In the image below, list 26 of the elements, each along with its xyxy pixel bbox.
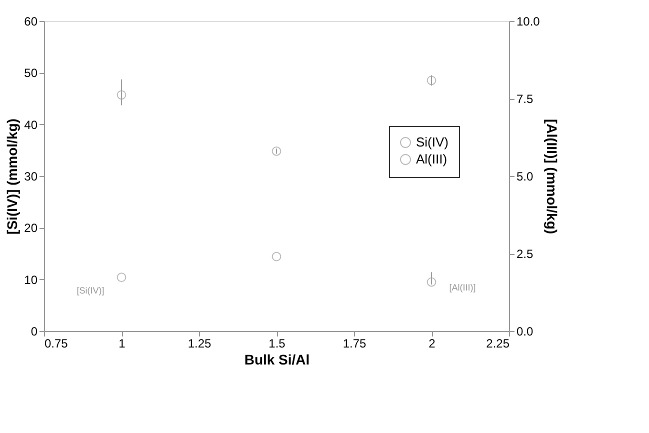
legend-label: Si(IV)	[416, 134, 448, 150]
y2-tick-label: 5.0	[516, 170, 534, 184]
y2-axis-title: [Al(III)] (mmol/kg)	[544, 118, 560, 234]
x-tick-label: 2.25	[486, 336, 510, 350]
x-tick-label: 2	[428, 336, 436, 350]
y-tick-label: 50	[24, 66, 38, 80]
legend-label: Al(III)	[416, 152, 448, 166]
y2-tick-label: 0.0	[516, 324, 534, 338]
annotation: [Si(IV)]	[76, 286, 104, 296]
y-tick-label: 10	[24, 272, 38, 287]
x-tick-label: 1.25	[188, 336, 212, 350]
x-tick-label: 1.75	[342, 336, 366, 350]
x-tick-label: 1.5	[268, 336, 286, 350]
y2-tick-label: 2.5	[516, 247, 534, 261]
annotation: [Al(III)]	[449, 282, 476, 293]
y-tick-label: 60	[24, 14, 38, 28]
y-tick-label: 40	[24, 118, 38, 132]
y-axis-title: [Si(IV)] (mmol/kg)	[4, 118, 20, 234]
y-tick-label: 0	[30, 324, 38, 338]
x-tick-label: 0.75	[44, 336, 68, 350]
y-tick-label: 20	[24, 221, 38, 236]
y-tick-label: 30	[24, 170, 38, 184]
y2-tick-label: 7.5	[516, 92, 534, 106]
x-tick-label: 1	[118, 336, 126, 350]
x-axis-title: Bulk Si/Al	[244, 352, 310, 368]
y2-tick-label: 10.0	[516, 14, 540, 28]
